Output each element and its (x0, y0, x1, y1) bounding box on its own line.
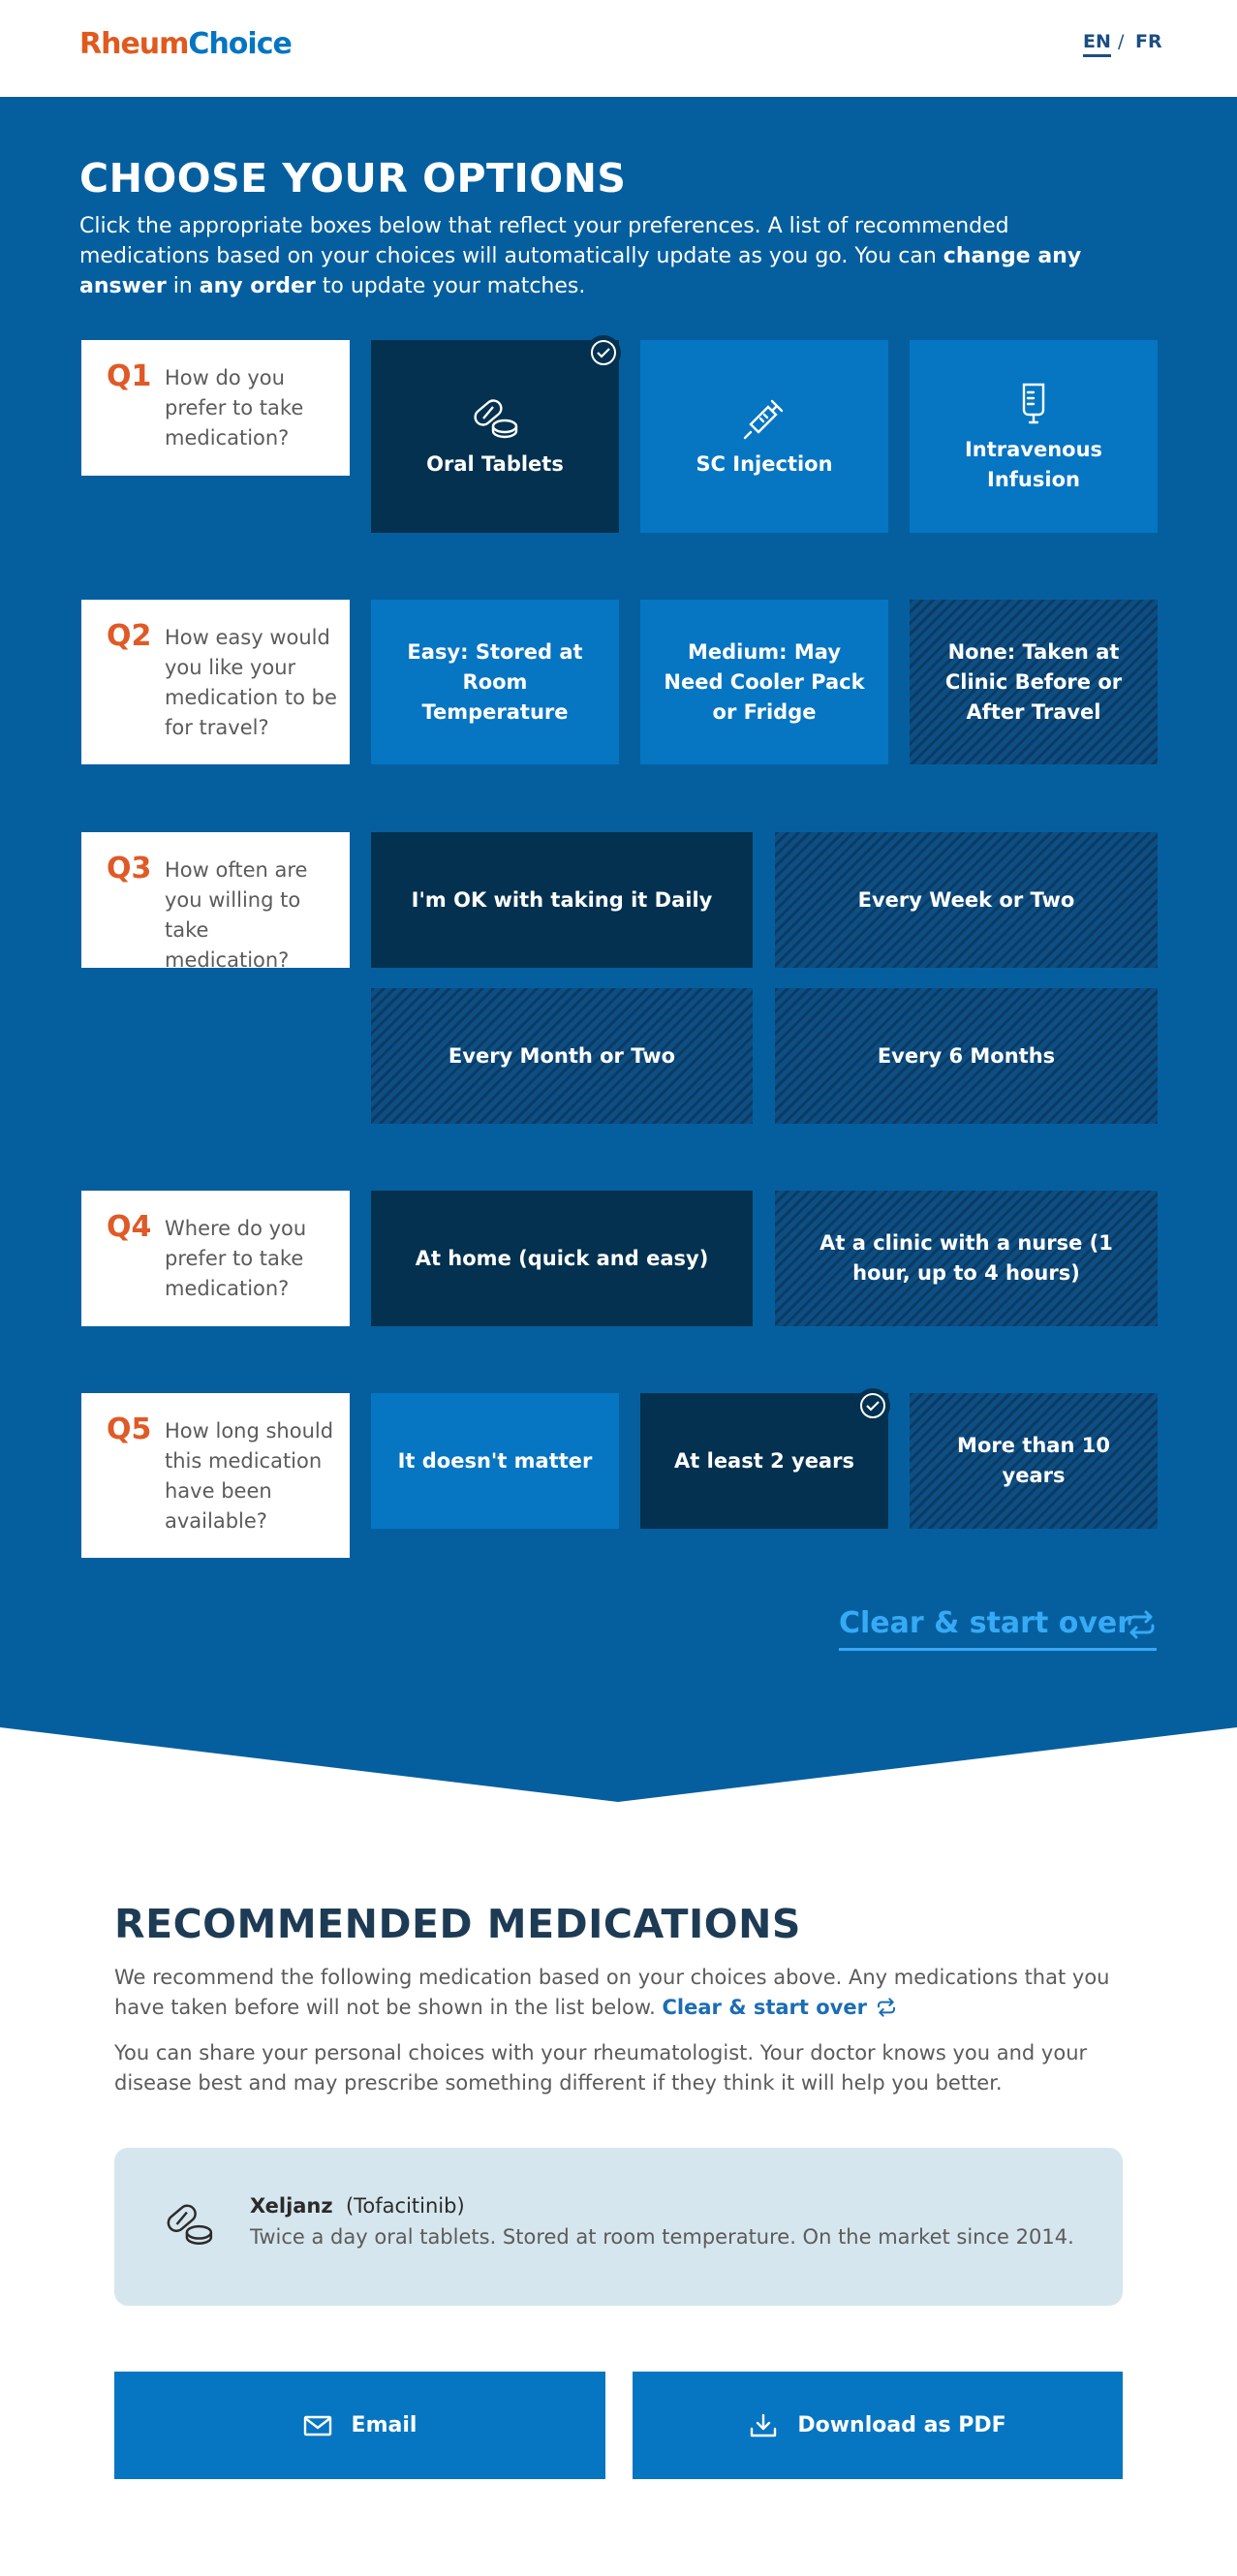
recommended-note: You can share your personal choices with… (114, 2041, 1088, 2095)
medication-card: Xeljanz (Tofacitinib) Twice a day oral t… (114, 2148, 1123, 2306)
answer-label: At a clinic with a nurse (1 hour, up to … (820, 1231, 1113, 1285)
medication-name: Xeljanz (Tofacitinib) (250, 2194, 465, 2218)
question-number: Q4 (107, 1210, 152, 1244)
question-number: Q3 (107, 852, 152, 885)
refresh-icon (878, 1998, 896, 2017)
answer-weekly[interactable]: Every Week or Two (775, 832, 1158, 968)
site-header: RheumChoice EN / FR (0, 0, 1237, 97)
lang-separator: / (1118, 31, 1125, 52)
pill-icon (167, 2204, 213, 2245)
question-text: Where do you prefer to take medication? (165, 1217, 307, 1300)
answer-label: I'm OK with taking it Daily (411, 887, 713, 912)
answer-monthly[interactable]: Every Month or Two (371, 988, 753, 1124)
answer-label: Medium: May Need Cooler Pack or Fridge (664, 639, 865, 724)
answer-at-clinic[interactable]: At a clinic with a nurse (1 hour, up to … (775, 1191, 1158, 1326)
selected-check-icon (855, 1388, 890, 1423)
recommended-intro: We recommend the following medication ba… (114, 1966, 1110, 2019)
options-title: CHOOSE YOUR OPTIONS (79, 155, 627, 202)
question-1: Q1 How do you prefer to take medication? (81, 340, 350, 476)
answer-label: None: Taken at Clinic Before or After Tr… (944, 639, 1123, 724)
clear-start-over-link[interactable]: Clear & start over (663, 1996, 900, 2019)
lang-fr-link[interactable]: FR (1135, 31, 1162, 52)
question-text: How long should this medication have bee… (165, 1419, 334, 1533)
answer-label: More than 10 years (957, 1434, 1110, 1487)
answer-intravenous-infusion[interactable]: Intravenous Infusion (910, 340, 1158, 533)
answer-easy-travel[interactable]: Easy: Stored at Room Temperature (371, 600, 619, 764)
recommended-title: RECOMMENDED MEDICATIONS (114, 1901, 801, 1947)
answer-daily[interactable]: I'm OK with taking it Daily (371, 832, 753, 968)
iv-bag-icon (1022, 383, 1045, 423)
answer-none-travel[interactable]: None: Taken at Clinic Before or After Tr… (910, 600, 1158, 764)
question-4: Q4 Where do you prefer to take medicatio… (81, 1191, 350, 1326)
download-pdf-button[interactable]: Download as PDF (633, 2372, 1123, 2479)
question-text: How do you prefer to take medication? (165, 366, 304, 450)
pdf-label: Download as PDF (797, 2413, 1006, 2437)
answer-medium-travel[interactable]: Medium: May Need Cooler Pack or Fridge (640, 600, 888, 764)
question-text: How often are you willing to take medica… (165, 858, 308, 972)
rheumchoice-logo[interactable]: RheumChoice (79, 27, 293, 61)
answer-2-years[interactable]: At least 2 years (640, 1393, 888, 1529)
selected-check-icon (586, 335, 621, 370)
refresh-icon (1128, 1610, 1155, 1639)
answer-label: SC Injection (696, 452, 833, 476)
answer-6-months[interactable]: Every 6 Months (775, 988, 1158, 1124)
question-2: Q2 How easy would you like your medicati… (81, 600, 350, 764)
answer-doesnt-matter[interactable]: It doesn't matter (371, 1393, 619, 1529)
download-icon (751, 2413, 777, 2436)
question-text: How easy would you like your medication … (165, 626, 337, 739)
question-number: Q2 (107, 619, 152, 653)
answer-label: Every Month or Two (448, 1043, 676, 1068)
medication-description: Twice a day oral tablets. Stored at room… (250, 2225, 1074, 2249)
answer-label: Easy: Stored at Room Temperature (407, 639, 583, 724)
answer-label: It doesn't matter (397, 1448, 593, 1473)
email-label: Email (351, 2413, 417, 2437)
answer-sc-injection[interactable]: SC Injection (640, 340, 888, 533)
question-number: Q1 (107, 359, 152, 393)
question-number: Q5 (107, 1412, 152, 1446)
clear-label: Clear & start over (839, 1606, 1132, 1640)
choose-options-section: CHOOSE YOUR OPTIONS Click the appropriat… (0, 97, 1237, 1727)
section-arrow-divider (0, 1723, 1237, 1802)
answer-label: At home (quick and easy) (415, 1246, 709, 1270)
question-5: Q5 How long should this medication have … (81, 1393, 350, 1558)
options-description: Click the appropriate boxes below that r… (79, 214, 1082, 298)
pill-icon (474, 399, 518, 439)
answer-oral-tablets[interactable]: Oral Tablets (371, 340, 619, 533)
envelope-icon (303, 2415, 331, 2436)
answer-at-home[interactable]: At home (quick and easy) (371, 1191, 753, 1326)
answer-label: Every 6 Months (877, 1043, 1056, 1068)
answer-label: Oral Tablets (426, 452, 564, 476)
email-button[interactable]: Email (114, 2372, 605, 2479)
answer-10-years[interactable]: More than 10 years (910, 1393, 1158, 1529)
question-3: Q3 How often are you willing to take med… (81, 832, 350, 972)
lang-en-link[interactable]: EN (1083, 31, 1111, 57)
clear-start-over-button[interactable]: Clear & start over (839, 1606, 1157, 1651)
answer-label: Intravenous Infusion (964, 437, 1103, 491)
syringe-icon (743, 399, 784, 440)
answer-label: Every Week or Two (857, 887, 1075, 912)
answer-label: At least 2 years (674, 1448, 854, 1473)
